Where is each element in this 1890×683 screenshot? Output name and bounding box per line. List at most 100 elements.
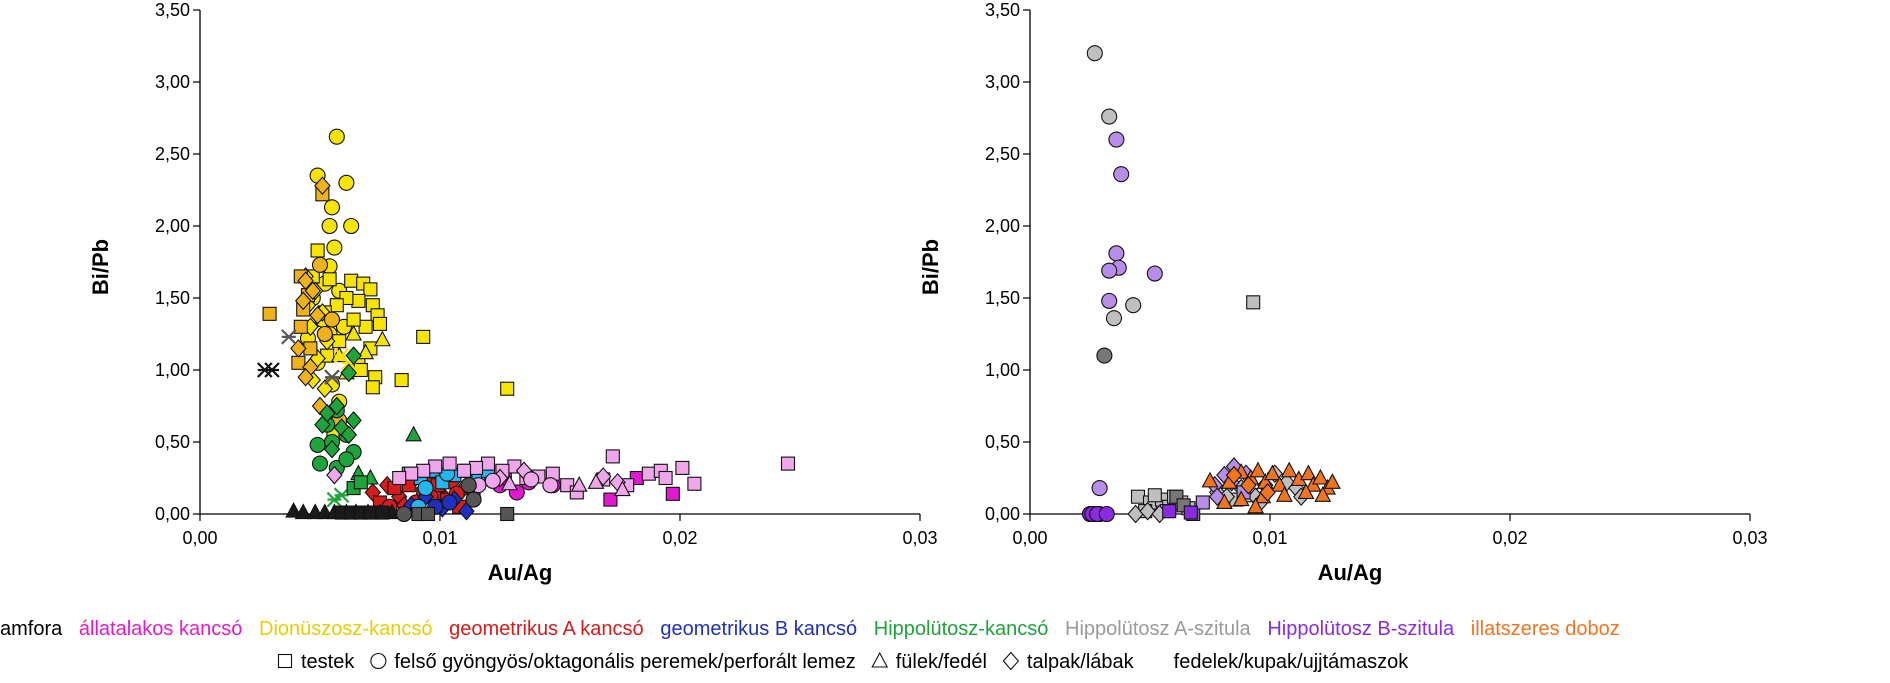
data-point xyxy=(416,329,431,344)
data-point xyxy=(1183,505,1198,520)
data-point xyxy=(1098,505,1115,523)
data-point xyxy=(1105,310,1123,327)
data-point xyxy=(262,306,277,321)
legend-spacer xyxy=(242,618,259,640)
right-scatter-panel: 0,00 0,01 0,02 0,03 0,00 0,50 1,00 1,50 2,00 2,50… xyxy=(918,0,1768,585)
data-point xyxy=(420,506,436,522)
data-point xyxy=(340,425,358,445)
legend-series-label: geometrikus B kancsó xyxy=(660,618,857,640)
legend-shape-square-icon xyxy=(277,653,293,669)
data-point xyxy=(542,477,559,494)
x-tick-label: 0,02 xyxy=(1492,528,1527,548)
legend-shape-label: fülek/fedél xyxy=(896,651,987,673)
data-point xyxy=(394,373,409,388)
data-point xyxy=(441,494,458,511)
data-point xyxy=(297,271,314,291)
data-point xyxy=(311,256,329,273)
data-point xyxy=(404,466,419,481)
data-point xyxy=(603,492,618,507)
legend-shape-triangle-icon xyxy=(871,651,889,668)
data-point xyxy=(1113,166,1130,183)
y-tick-label: 2,50 xyxy=(985,144,1020,164)
legend-spacer xyxy=(644,618,661,640)
data-point xyxy=(294,291,312,311)
data-point xyxy=(373,330,391,347)
legend-shape-diamond-icon xyxy=(1002,651,1020,671)
data-point xyxy=(358,319,373,334)
data-point xyxy=(314,176,331,196)
series-legend-row: amfora állatalakos kancsó Dionüszosz-kan… xyxy=(0,618,1620,640)
data-point xyxy=(338,451,355,468)
y-axis-title: Bi/Pb xyxy=(88,239,113,295)
data-point xyxy=(340,363,358,383)
data-point xyxy=(1249,461,1267,478)
data-point xyxy=(1162,504,1177,519)
data-point xyxy=(417,480,434,497)
data-point xyxy=(343,217,360,235)
data-point xyxy=(321,217,338,235)
legend-shape-label: talpak/lábak xyxy=(1027,651,1135,673)
legend-shape-label: testek xyxy=(301,651,355,673)
x-tick-label: 0,01 xyxy=(422,528,457,548)
data-point xyxy=(456,463,472,478)
data-point xyxy=(1275,486,1293,502)
y-tick-label: 0,00 xyxy=(155,504,190,524)
data-point xyxy=(297,367,314,387)
data-point xyxy=(523,471,540,488)
legend-series-label: állatalakos kancsó xyxy=(79,618,242,640)
data-point xyxy=(324,369,340,385)
y-tick-label: 1,50 xyxy=(155,288,190,308)
data-point xyxy=(328,396,346,416)
data-point xyxy=(333,487,350,504)
data-point xyxy=(1311,468,1329,485)
y-tick-label: 1,50 xyxy=(985,288,1020,308)
data-point xyxy=(372,316,388,331)
x-tick-label: 0,00 xyxy=(182,528,217,548)
data-point xyxy=(375,505,390,520)
data-point xyxy=(309,305,326,325)
left-scatter-panel: 0,00 0,01 0,02 0,03 0,00 0,50 1,00 1,50 2,00 2,50… xyxy=(88,0,938,585)
data-point xyxy=(442,456,457,471)
data-point xyxy=(1139,501,1156,521)
y-axis-title: Bi/Pb xyxy=(918,239,943,295)
data-point xyxy=(780,456,796,471)
data-point xyxy=(304,281,322,301)
data-point xyxy=(309,436,326,453)
data-point xyxy=(1096,347,1113,364)
data-point xyxy=(1146,265,1163,282)
data-point xyxy=(392,470,407,486)
y-tick-label: 3,00 xyxy=(985,72,1020,92)
data-point xyxy=(345,346,362,365)
legend-spacer xyxy=(857,618,874,640)
data-point xyxy=(353,362,368,378)
data-point xyxy=(323,199,341,216)
y-tick-label: 0,00 xyxy=(985,504,1020,524)
data-point xyxy=(351,293,366,308)
legend-shape-label: fedelek/kupak/ujjtámaszok xyxy=(1174,651,1410,673)
legend-spacer xyxy=(1048,618,1065,640)
data-point xyxy=(1240,475,1257,495)
legend-spacer xyxy=(432,618,449,640)
legend-shape-label: felső gyöngyös/oktagonális peremek/perfo… xyxy=(394,651,855,673)
data-point xyxy=(310,243,325,258)
data-point xyxy=(281,329,297,345)
data-point xyxy=(294,503,312,520)
data-point xyxy=(365,380,380,395)
legend-series-label: illatszeres doboz xyxy=(1471,618,1620,640)
x-tick-label: 0,01 xyxy=(1252,528,1287,548)
data-point xyxy=(326,239,343,256)
legend-shape-star-icon xyxy=(1149,653,1166,669)
data-point xyxy=(345,324,363,341)
data-point xyxy=(1125,297,1142,314)
legend-series-label: Hippolütosz B-szitula xyxy=(1267,618,1455,640)
data-point xyxy=(326,465,343,485)
y-tick-label: 0,50 xyxy=(985,432,1020,452)
x-tick-label: 0,03 xyxy=(902,528,937,548)
data-point xyxy=(1246,295,1261,310)
data-point xyxy=(1297,483,1315,499)
data-point xyxy=(363,282,378,297)
data-point xyxy=(1101,108,1118,125)
y-tick-label: 2,00 xyxy=(155,216,190,236)
y-tick-label: 2,00 xyxy=(985,216,1020,236)
